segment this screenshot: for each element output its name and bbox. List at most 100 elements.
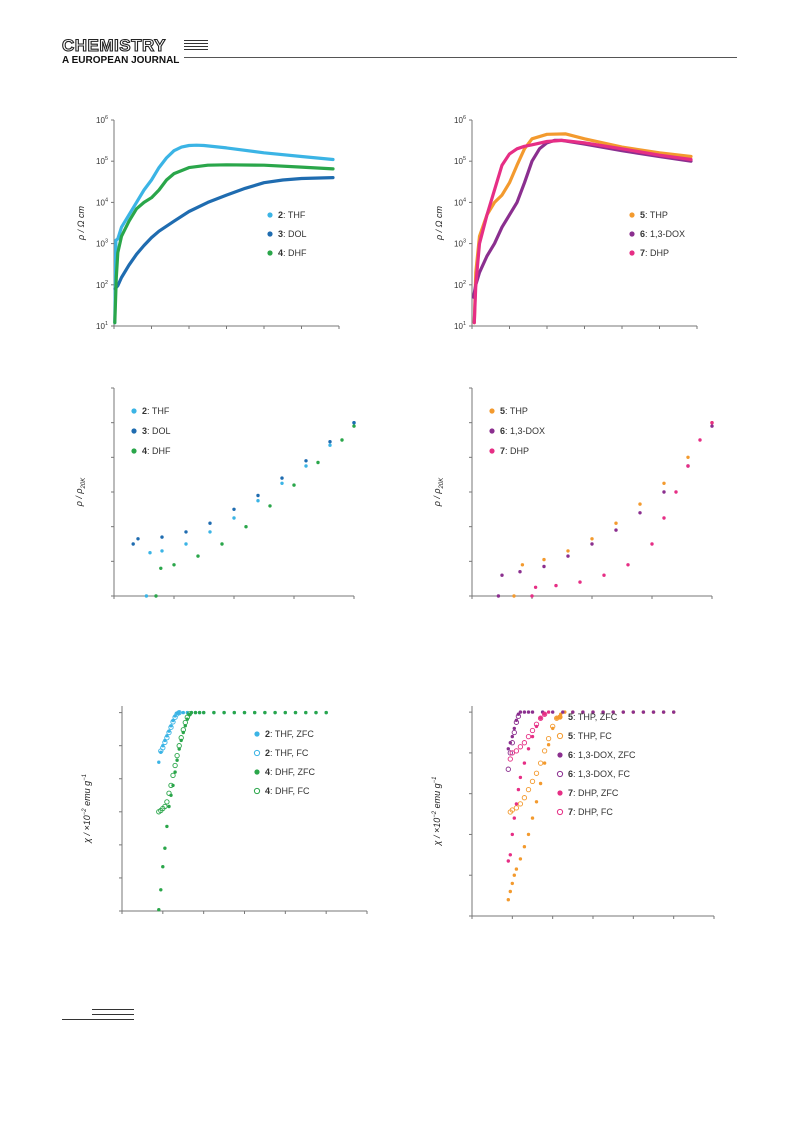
legend-entry: 7: DHP — [500, 446, 529, 456]
legend-marker — [253, 787, 261, 795]
legend-entry: 6: 1,3-DOX, ZFC — [568, 750, 636, 760]
data-point — [529, 727, 536, 734]
data-point — [512, 594, 516, 598]
legend-compound-number: 2 — [142, 406, 147, 416]
data-point — [168, 724, 174, 730]
data-point — [566, 554, 570, 558]
data-point — [510, 832, 514, 837]
data-point — [571, 710, 575, 714]
y-label-main: ρ / ρ — [432, 488, 442, 507]
legend-marker — [254, 731, 260, 737]
data-point — [193, 710, 198, 715]
data-point — [314, 710, 318, 715]
data-point — [212, 710, 216, 715]
data-point — [208, 521, 212, 525]
data-point — [529, 778, 536, 785]
data-point — [506, 898, 510, 902]
data-point — [232, 516, 236, 520]
legend-label: : THF — [147, 406, 170, 416]
data-point — [601, 710, 605, 714]
legend-marker — [131, 448, 137, 454]
legend-marker — [629, 231, 635, 237]
data-point — [173, 770, 177, 774]
data-point — [131, 542, 135, 546]
series-4-2 — [154, 424, 356, 598]
y-label-subscript: 20K — [81, 477, 87, 490]
y-label-subscript: 20K — [439, 477, 445, 490]
y-label-main: ρ / ρ — [74, 488, 84, 507]
legend-marker — [556, 808, 564, 816]
y-tick-exponent: 3 — [463, 239, 466, 245]
y-tick-base: 10 — [96, 322, 105, 331]
series-5-0 — [512, 421, 714, 598]
data-point — [496, 594, 501, 598]
y-tick-label: 104 — [96, 197, 108, 207]
data-point — [170, 719, 176, 725]
data-point — [352, 424, 356, 428]
data-point — [162, 739, 168, 746]
legend-entry: 7: DHP — [640, 248, 669, 258]
data-point — [510, 881, 514, 886]
y-tick-exponent: 3 — [105, 239, 108, 245]
y-tick-label: 103 — [454, 239, 466, 249]
data-point — [283, 710, 287, 715]
data-point — [161, 865, 165, 869]
data-point — [650, 542, 654, 546]
data-point — [324, 710, 328, 715]
legend-entry: 6: 1,3-DOX, FC — [568, 769, 631, 779]
data-point — [554, 583, 558, 588]
legend-compound-number: 2 — [278, 210, 283, 220]
legend-marker — [267, 212, 273, 218]
y-tick-label: 101 — [454, 321, 466, 331]
data-point — [165, 824, 169, 829]
data-point — [662, 490, 666, 494]
legend-marker — [131, 408, 137, 414]
data-point — [172, 762, 178, 769]
legend-label: : 1,3-DOX, ZFC — [573, 750, 636, 760]
legend-compound-number: 3 — [278, 229, 283, 239]
legend-marker — [131, 428, 137, 434]
data-point — [293, 710, 298, 715]
data-point — [530, 710, 535, 714]
data-point — [169, 793, 173, 797]
data-point — [166, 729, 172, 736]
data-point — [511, 729, 517, 736]
data-point — [530, 734, 535, 739]
legend-label: : THF, ZFC — [270, 729, 314, 739]
y-label-tail-superscript: −1 — [432, 777, 438, 784]
data-point — [513, 719, 520, 725]
series-line — [113, 143, 335, 325]
data-point — [280, 476, 284, 480]
legend-entry: 6: 1,3-DOX — [640, 229, 685, 239]
y-label-main: ρ / Ω cm — [76, 206, 86, 242]
y-tick-base: 10 — [96, 157, 105, 166]
legend-entry: 2: THF, ZFC — [265, 729, 314, 739]
legend-label: : 1,3-DOX, FC — [573, 769, 631, 779]
data-point — [184, 542, 188, 546]
data-point — [196, 554, 200, 558]
data-point — [197, 710, 202, 715]
legend-entry: 7: DHP, ZFC — [568, 788, 619, 798]
data-point — [526, 710, 531, 714]
y-tick-base: 10 — [454, 157, 463, 166]
y-tick-base: 10 — [96, 198, 105, 207]
data-point — [174, 752, 180, 759]
data-point — [641, 710, 646, 714]
legend-compound-number: 3 — [142, 426, 147, 436]
data-point — [508, 853, 512, 857]
legend-compound-number: 6 — [568, 769, 573, 779]
data-point — [698, 438, 702, 442]
data-point — [180, 727, 186, 733]
data-point — [175, 758, 179, 762]
series-line — [472, 138, 693, 325]
y-tick-label: 105 — [454, 156, 466, 166]
data-point — [202, 710, 206, 715]
legend-entry: 4: DHF, ZFC — [265, 767, 316, 777]
y-tick-base: 10 — [96, 116, 105, 125]
data-point — [172, 563, 176, 567]
legend-entry: 5: THP — [640, 210, 668, 220]
y-label-main: χ / ×10 — [82, 815, 92, 844]
